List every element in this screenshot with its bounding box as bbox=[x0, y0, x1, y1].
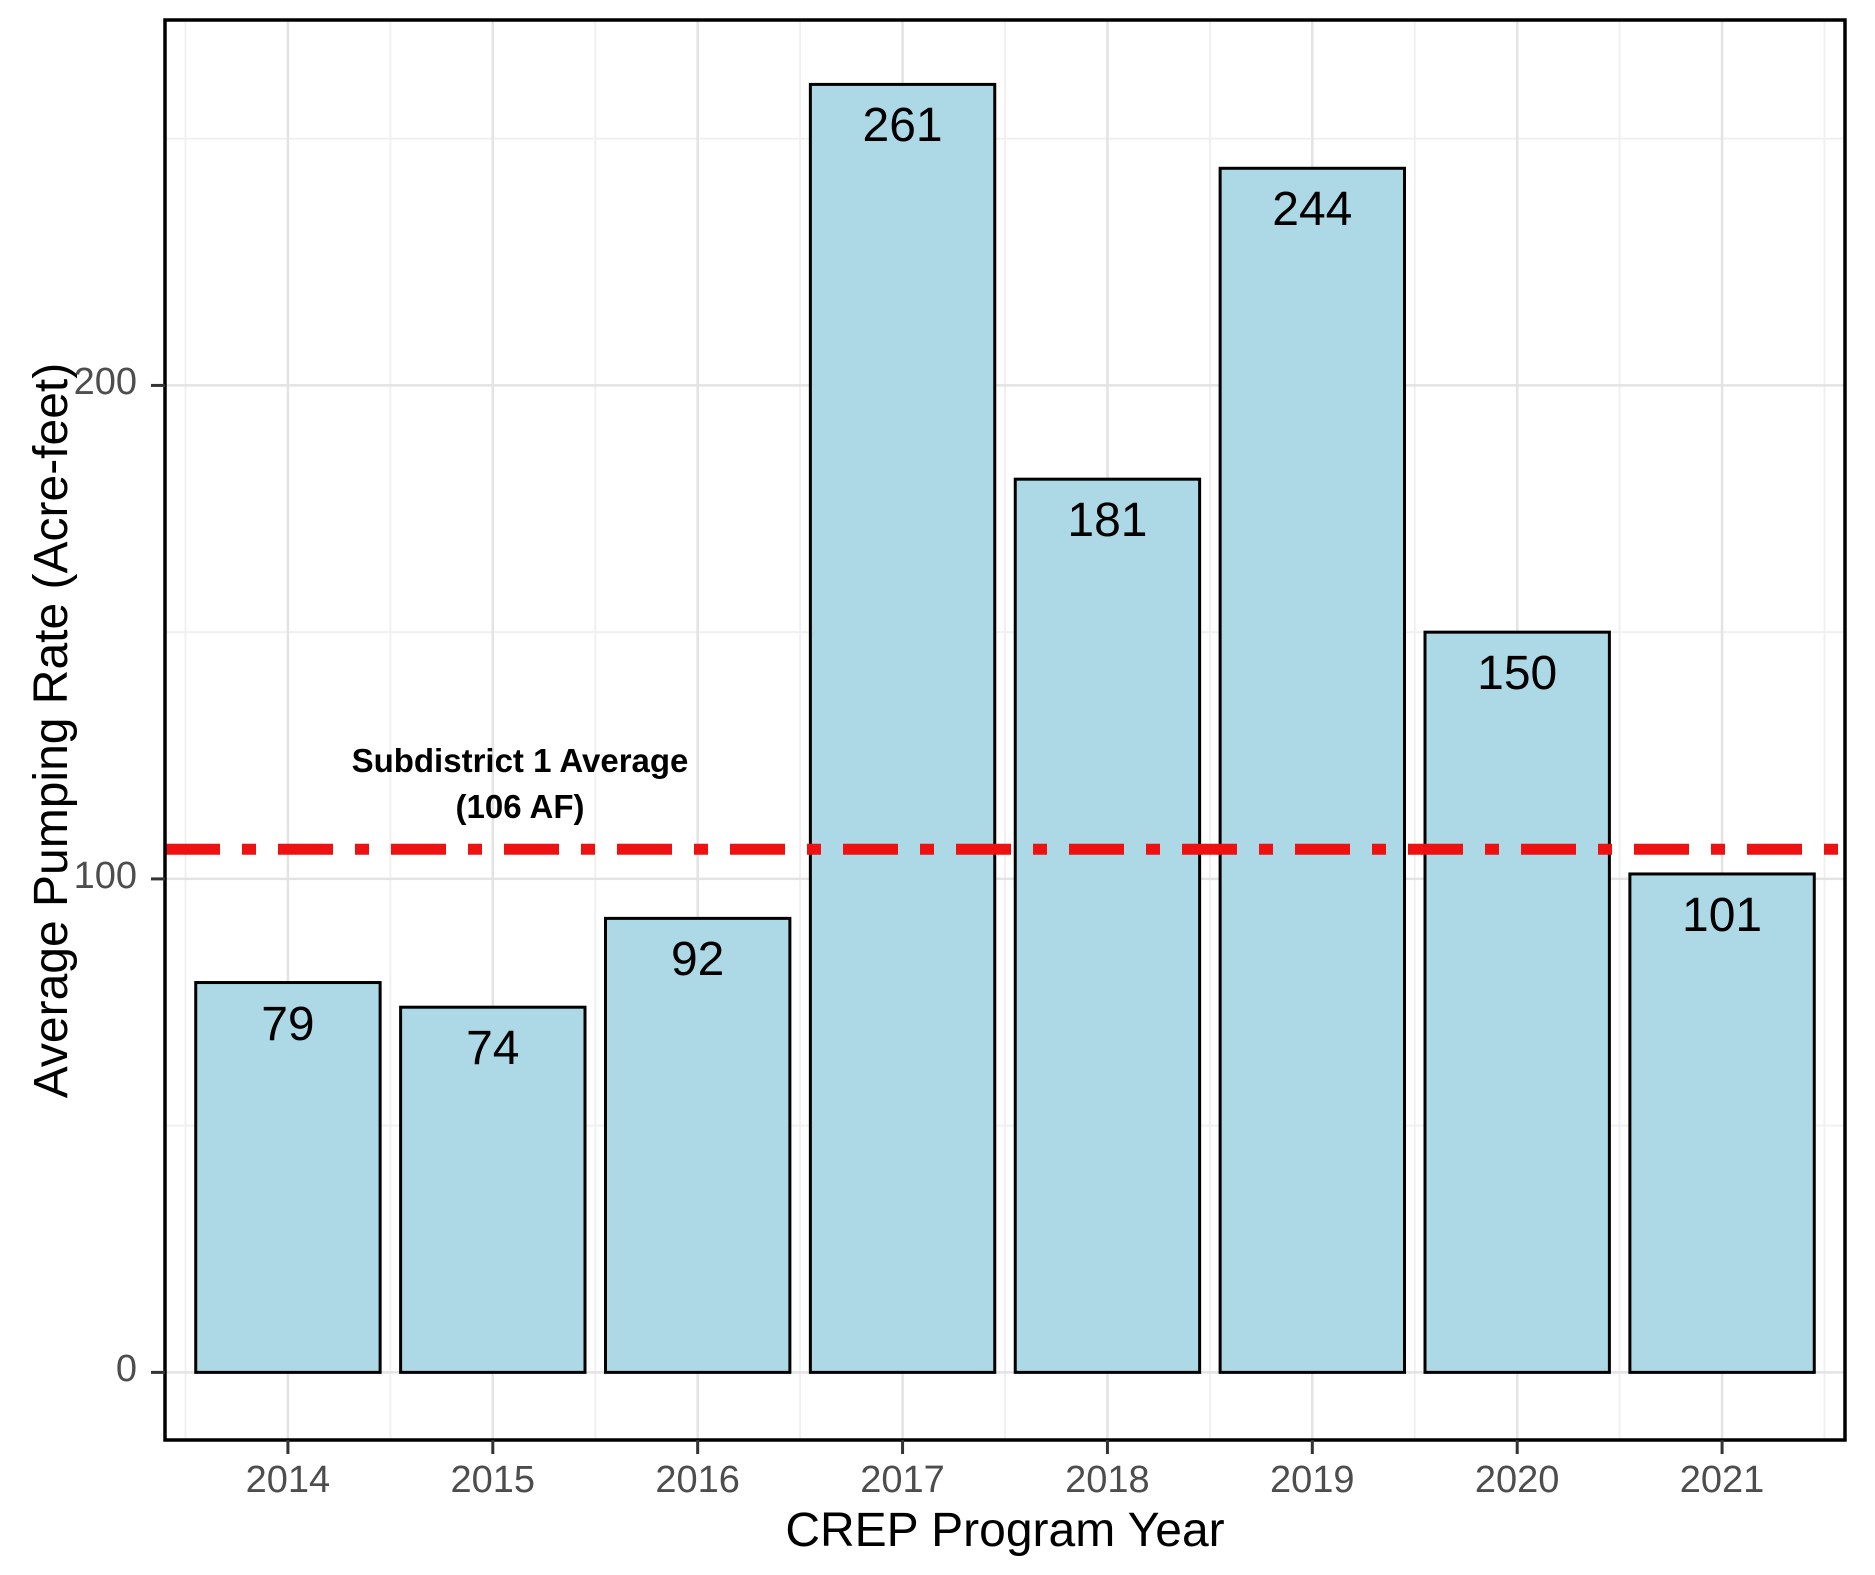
x-tick-label: 2016 bbox=[655, 1459, 740, 1501]
bar bbox=[1013, 477, 1202, 1374]
bar bbox=[1423, 630, 1611, 1374]
y-axis-title-wrap: Average Pumping Rate (Acre-feet) bbox=[8, 20, 96, 1440]
bar-value-label: 244 bbox=[1272, 183, 1353, 237]
x-tick-label: 2021 bbox=[1679, 1459, 1765, 1501]
y-tick-label: 200 bbox=[73, 361, 137, 404]
bar-value-label: 181 bbox=[1067, 494, 1148, 548]
bar bbox=[399, 1005, 587, 1374]
bar-value-label: 101 bbox=[1682, 888, 1763, 942]
bar bbox=[603, 916, 792, 1374]
bar bbox=[808, 82, 997, 1374]
x-tick-label: 2020 bbox=[1474, 1459, 1560, 1501]
reference-line-annotation-line2: (106 AF) bbox=[455, 788, 585, 826]
y-tick-label: 0 bbox=[115, 1348, 137, 1391]
panel-border bbox=[163, 18, 1847, 1442]
x-tick-label: 2018 bbox=[1065, 1459, 1150, 1501]
bar-value-label: 261 bbox=[862, 99, 943, 153]
reference-line-annotation: Subdistrict 1 Average (106 AF) bbox=[300, 738, 740, 830]
x-axis-title: CREP Program Year bbox=[785, 1503, 1225, 1557]
reference-line-annotation-line1: Subdistrict 1 Average bbox=[351, 742, 689, 779]
bar bbox=[1218, 166, 1407, 1374]
bar-value-label: 92 bbox=[670, 933, 725, 987]
x-tick-label: 2014 bbox=[245, 1459, 331, 1501]
bar bbox=[194, 981, 382, 1374]
x-tick-label: 2019 bbox=[1270, 1459, 1355, 1501]
bar bbox=[1628, 872, 1816, 1374]
bar-value-label: 150 bbox=[1477, 647, 1558, 701]
bar-value-label: 74 bbox=[466, 1022, 520, 1076]
y-tick-label: 100 bbox=[73, 854, 137, 897]
x-axis-title-wrap: CREP Program Year bbox=[165, 1500, 1845, 1560]
bar-value-label: 79 bbox=[261, 997, 315, 1051]
y-axis-title: Average Pumping Rate (Acre-feet) bbox=[25, 362, 79, 1098]
x-tick-label: 2015 bbox=[450, 1459, 536, 1501]
x-tick-label: 2017 bbox=[860, 1459, 945, 1501]
